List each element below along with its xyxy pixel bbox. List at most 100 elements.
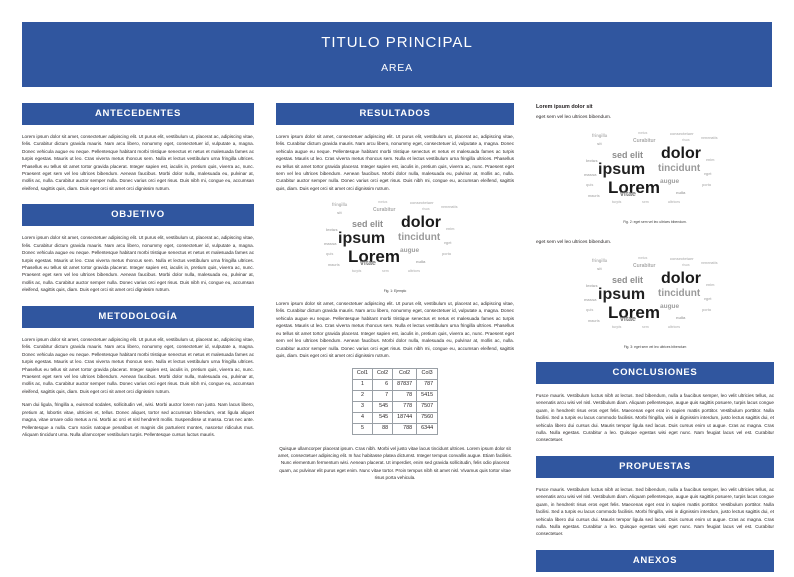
- word-cloud-term: vitae: [360, 260, 376, 268]
- right-lead-heading: Lorem ipsum dolor sit: [536, 103, 593, 110]
- table-col-header: Col2: [392, 367, 418, 380]
- table-cell: 1: [351, 378, 374, 391]
- word-cloud-term: sit: [597, 141, 602, 147]
- section-header-objetivo: OBJETIVO: [22, 204, 254, 227]
- figure-3: Lorem ipsum dolor tincidunt sed elit vitae aug…: [536, 254, 774, 350]
- section-body-objetivo: Lorem ipsum dolor sit amet, consectetuer…: [22, 235, 254, 293]
- section-body-antecedentes: Lorem ipsum dolor sit amet, consectetuer…: [22, 133, 254, 191]
- table-cell: 7: [371, 389, 394, 402]
- word-cloud-term: Lorem: [608, 303, 660, 322]
- section-header-resultados: RESULTADOS: [276, 102, 514, 125]
- table-cell: 787: [416, 378, 439, 391]
- word-cloud-term: sit: [337, 210, 342, 216]
- word-cloud-term: eget: [704, 297, 712, 301]
- section-body-resultados-top: Lorem ipsum dolor sit amet, consectetuer…: [276, 133, 514, 191]
- table-cell: 7560: [416, 411, 439, 424]
- figure-2-caption: Fig. 2: eget sem vel leo ultrices bibend…: [623, 220, 687, 225]
- section-header-antecedentes: ANTECEDENTES: [22, 102, 254, 125]
- word-cloud-term: ultrices: [408, 269, 421, 274]
- table-row: 1 6 87837 787: [351, 378, 439, 391]
- word-cloud-term: ipsum: [598, 286, 646, 303]
- figure-1-caption: Fig. 1: Ejemplo: [383, 289, 407, 294]
- word-cloud-term: turpis: [612, 200, 622, 205]
- word-cloud-term: massa: [324, 241, 337, 247]
- table-cell: 778: [392, 400, 418, 413]
- word-cloud-term: mauris: [588, 319, 600, 323]
- spacer: [536, 231, 774, 239]
- table-row: 4 545 18744 7560: [351, 411, 439, 424]
- page-subtitle: AREA: [381, 61, 413, 74]
- table-cell: 7507: [416, 400, 439, 413]
- section-body-resultados-mid: Lorem ipsum dolor sit amet, consectetuer…: [276, 301, 514, 359]
- word-cloud-term: venenatis: [701, 136, 718, 141]
- table-cell: 5415: [416, 389, 439, 402]
- section-header-propuestas: PROPUESTAS: [536, 455, 774, 478]
- table-col-header: Col2: [371, 367, 394, 380]
- word-cloud-term: metus: [638, 131, 648, 136]
- word-cloud-term: dolor: [661, 145, 701, 163]
- word-cloud-term: ultrices: [668, 200, 681, 205]
- table-cell: 78: [392, 389, 418, 402]
- word-cloud-term: fringilla: [592, 133, 608, 139]
- word-cloud-term: Lorem: [348, 247, 400, 267]
- word-cloud-term: fringilla: [592, 258, 608, 263]
- word-cloud-term: eget: [704, 172, 712, 177]
- word-cloud-3: Lorem ipsum dolor tincidunt sed elit vitae aug…: [580, 254, 730, 336]
- word-cloud-term: risus: [422, 207, 430, 212]
- word-cloud-term: vitae: [620, 316, 636, 323]
- poster-header-banner: TITULO PRINCIPAL AREA: [22, 22, 772, 87]
- word-cloud-term: fringilla: [332, 202, 348, 208]
- table-col-header: Col3: [416, 367, 439, 380]
- section-body-metodologia-2: Nam dui ligula, fringilla a, euismod sod…: [22, 402, 254, 437]
- word-cloud-term: tincidunt: [398, 232, 441, 244]
- word-cloud-term: ipsum: [598, 161, 646, 179]
- page-title: TITULO PRINCIPAL: [321, 34, 473, 51]
- word-cloud-term: sit: [597, 266, 602, 271]
- word-cloud-term: risus: [682, 138, 690, 143]
- table-row: 5 88 788 6344: [351, 422, 439, 435]
- word-cloud-term: Lorem: [608, 178, 660, 198]
- figure-1: Lorem ipsum dolor tincidunt sed elit vitae aug…: [276, 198, 514, 294]
- word-cloud-term: quis: [326, 252, 334, 257]
- figure-1-image: Lorem ipsum dolor tincidunt sed elit vitae aug…: [320, 198, 470, 281]
- word-cloud-term: porta: [702, 183, 711, 188]
- word-cloud-term: eget: [444, 241, 452, 246]
- table-cell: 88: [371, 422, 394, 435]
- word-cloud-term: enim: [706, 283, 715, 287]
- word-cloud-1: Lorem ipsum dolor tincidunt sed elit vitae aug…: [320, 198, 470, 280]
- right-mid-note: eget sem vel leo ultrices bibendum.: [536, 239, 612, 245]
- word-cloud-term: venenatis: [441, 205, 458, 210]
- table-cell: 4: [351, 411, 374, 424]
- word-cloud-term: lectus: [326, 227, 338, 233]
- middle-column: RESULTADOS Lorem ipsum dolor sit amet, c…: [276, 102, 514, 482]
- word-cloud-term: consectetuer: [670, 132, 694, 137]
- word-cloud-term: tincidunt: [658, 163, 701, 175]
- results-table: Col1 Col2 Col2 Col3 1 6 87837 787: [351, 367, 439, 435]
- word-cloud-term: massa: [584, 297, 597, 302]
- table-col-header: Col1: [351, 367, 374, 380]
- word-cloud-2: Lorem ipsum dolor tincidunt sed elit vitae aug…: [580, 129, 730, 211]
- table-cell: 545: [371, 411, 394, 424]
- table-cell: 545: [371, 400, 394, 413]
- word-cloud-term: mauris: [328, 263, 340, 268]
- table-cell: 18744: [392, 411, 418, 424]
- right-lead-subtext: eget sem vel leo ultrices bibendum.: [536, 114, 612, 120]
- left-column: ANTECEDENTES Lorem ipsum dolor sit amet,…: [22, 102, 254, 439]
- word-cloud-term: ultrices: [668, 325, 681, 329]
- word-cloud-term: sem: [642, 200, 649, 205]
- word-cloud-term: metus: [378, 200, 388, 205]
- section-body-metodologia-1: Lorem ipsum dolor sit amet, consectetuer…: [22, 336, 254, 394]
- section-header-conclusiones: CONCLUSIONES: [536, 361, 774, 384]
- word-cloud-term: augue: [400, 247, 420, 255]
- word-cloud-term: sed elit: [612, 150, 644, 161]
- word-cloud-term: risus: [682, 263, 690, 267]
- word-cloud-term: augue: [660, 303, 680, 310]
- word-cloud-term: mauris: [588, 194, 600, 199]
- word-cloud-term: vitae: [620, 191, 636, 199]
- results-table-wrapper: Col1 Col2 Col2 Col3 1 6 87837 787: [276, 367, 514, 435]
- table-cell: 2: [351, 389, 374, 402]
- table-cell: 788: [392, 422, 418, 435]
- word-cloud-term: ipsum: [338, 230, 386, 248]
- section-body-resultados-bottom: Quisque ullamcorper placerat ipsum. Cras…: [278, 445, 512, 481]
- table-row: 2 7 78 5415: [351, 389, 439, 402]
